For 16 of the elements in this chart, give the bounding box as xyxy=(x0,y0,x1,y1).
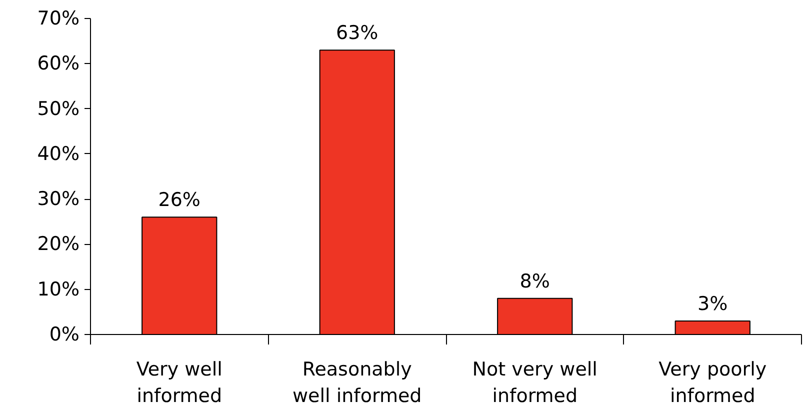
data-label: 8% xyxy=(520,270,550,292)
x-tick-label: Not very well informed xyxy=(472,358,598,407)
x-tick-label: Very poorly informed xyxy=(658,358,767,407)
y-tick-label: 60% xyxy=(37,52,80,75)
x-tick-label: Reasonably well informed xyxy=(292,358,422,407)
y-tick-label: 10% xyxy=(37,278,80,300)
data-label: 3% xyxy=(698,292,728,315)
y-tick-label: 30% xyxy=(37,188,80,210)
x-tick-label: Very well informed xyxy=(136,358,222,407)
y-tick-label: 40% xyxy=(37,142,80,165)
y-tick-label: 20% xyxy=(37,233,80,256)
data-label: 63% xyxy=(336,22,378,44)
y-tick-label: 70% xyxy=(37,8,80,30)
y-tick-label: 50% xyxy=(37,98,80,120)
y-tick-label: 0% xyxy=(49,324,80,346)
data-label: 26% xyxy=(158,189,200,212)
